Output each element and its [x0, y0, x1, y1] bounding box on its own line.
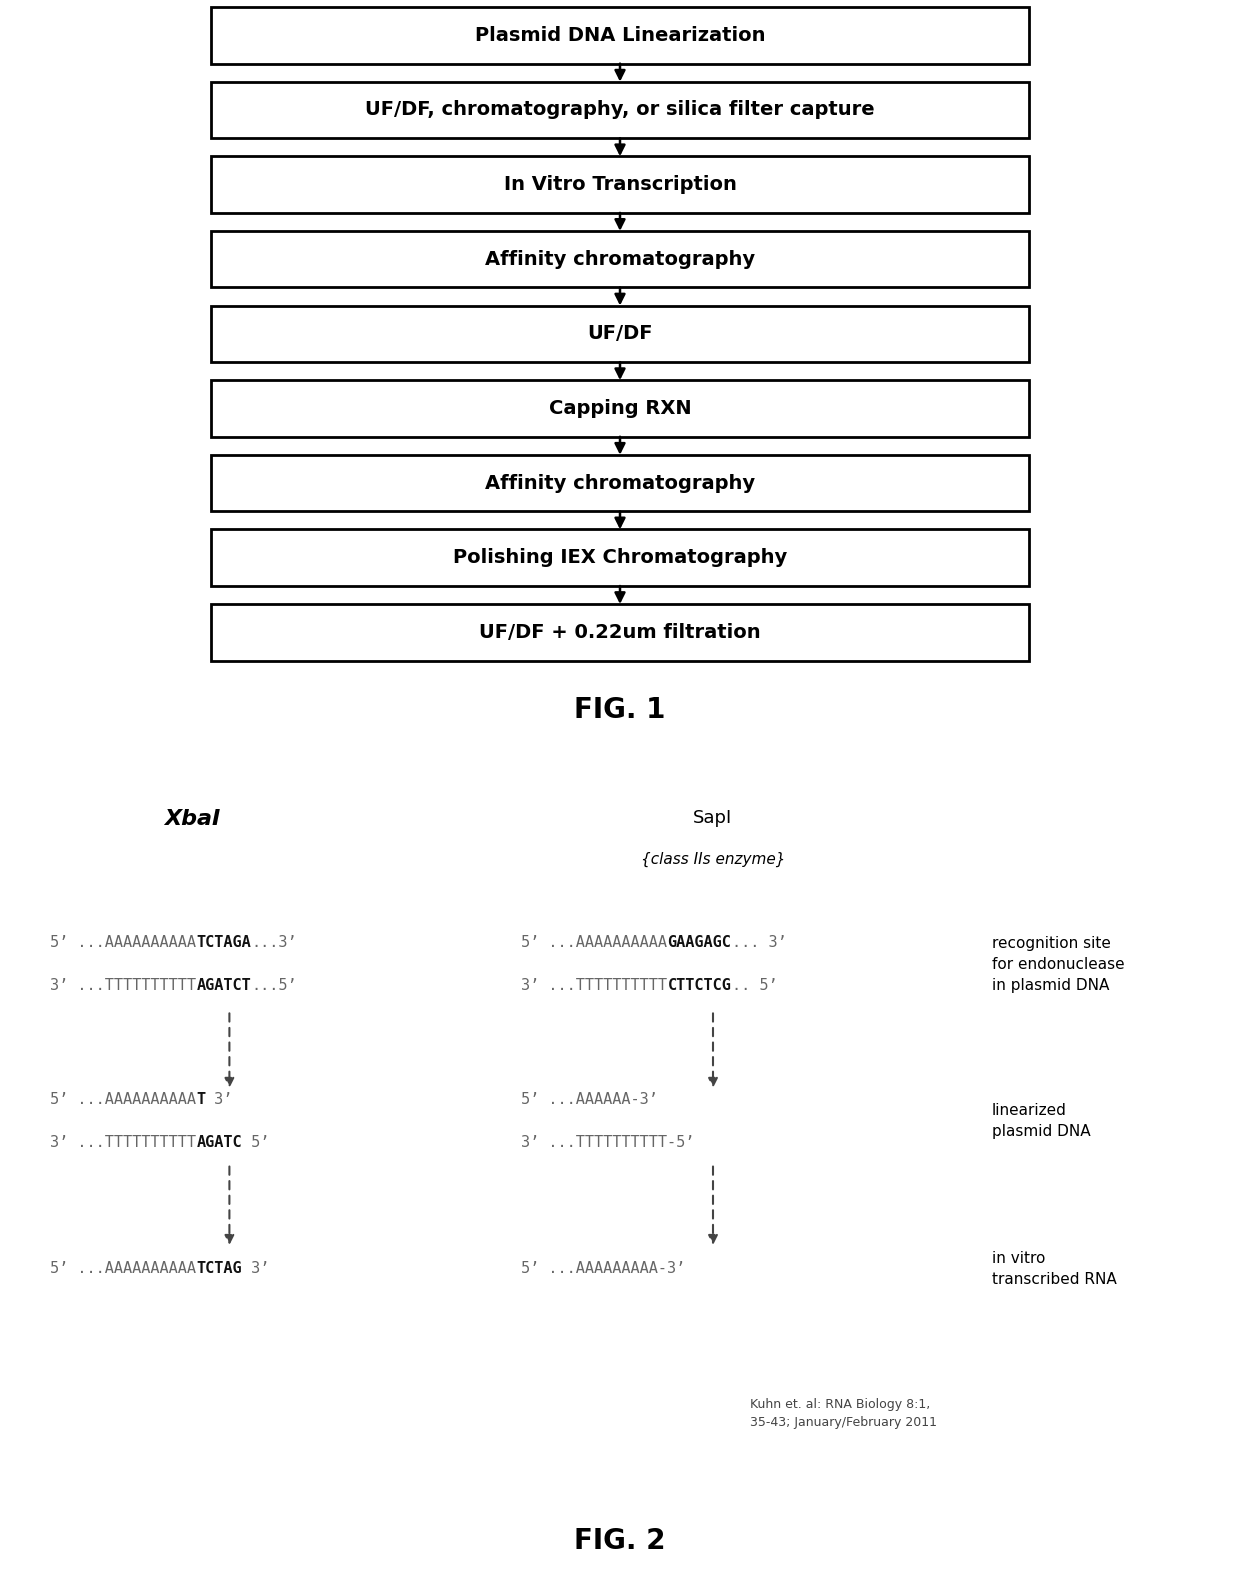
Text: FIG. 1: FIG. 1 — [574, 696, 666, 724]
Text: 5’ ...AAAAAAAAAA: 5’ ...AAAAAAAAAA — [521, 935, 667, 950]
Text: AGATCT: AGATCT — [196, 979, 250, 993]
Text: 5’ ...AAAAAAAAA-3’: 5’ ...AAAAAAAAA-3’ — [521, 1262, 684, 1276]
FancyBboxPatch shape — [211, 82, 1029, 138]
Text: .. 5’: .. 5’ — [732, 979, 777, 993]
Text: ... 3’: ... 3’ — [732, 935, 786, 950]
FancyBboxPatch shape — [211, 380, 1029, 437]
FancyBboxPatch shape — [211, 157, 1029, 214]
FancyBboxPatch shape — [211, 8, 1029, 64]
Text: GAAGAGC: GAAGAGC — [667, 935, 732, 950]
Text: ...5’: ...5’ — [252, 979, 296, 993]
Text: 5’ ...AAAAAAAAAA: 5’ ...AAAAAAAAAA — [50, 1262, 196, 1276]
Text: in vitro
transcribed RNA: in vitro transcribed RNA — [992, 1251, 1117, 1287]
Text: 5’ ...AAAAAAAAAA: 5’ ...AAAAAAAAAA — [50, 935, 196, 950]
Text: FIG. 2: FIG. 2 — [574, 1527, 666, 1555]
Text: 3’: 3’ — [242, 1262, 269, 1276]
FancyBboxPatch shape — [211, 529, 1029, 586]
Text: T: T — [196, 1092, 206, 1108]
Text: Affinity chromatography: Affinity chromatography — [485, 250, 755, 269]
FancyBboxPatch shape — [211, 306, 1029, 363]
Text: TCTAGA: TCTAGA — [196, 935, 250, 950]
Text: Affinity chromatography: Affinity chromatography — [485, 473, 755, 493]
Text: Capping RXN: Capping RXN — [548, 399, 692, 418]
Text: 5’ ...AAAAAAAAAA: 5’ ...AAAAAAAAAA — [50, 1092, 196, 1108]
Text: Polishing IEX Chromatography: Polishing IEX Chromatography — [453, 548, 787, 567]
Text: ...3’: ...3’ — [252, 935, 296, 950]
Text: TCTAG: TCTAG — [196, 1262, 242, 1276]
FancyBboxPatch shape — [211, 456, 1029, 512]
Text: CTTCTCG: CTTCTCG — [667, 979, 732, 993]
Text: 3’: 3’ — [206, 1092, 233, 1108]
Text: UF/DF + 0.22um filtration: UF/DF + 0.22um filtration — [479, 622, 761, 643]
Text: 3’ ...TTTTTTTTTT: 3’ ...TTTTTTTTTT — [521, 979, 667, 993]
Text: {class IIs enzyme}: {class IIs enzyme} — [641, 851, 785, 867]
FancyBboxPatch shape — [211, 231, 1029, 287]
Text: UF/DF, chromatography, or silica filter capture: UF/DF, chromatography, or silica filter … — [366, 101, 874, 119]
Text: 3’ ...TTTTTTTTTT: 3’ ...TTTTTTTTTT — [50, 1136, 196, 1150]
Text: XbaI: XbaI — [164, 809, 221, 829]
Text: 3’ ...TTTTTTTTTT-5’: 3’ ...TTTTTTTTTT-5’ — [521, 1136, 694, 1150]
FancyBboxPatch shape — [211, 605, 1029, 661]
Text: 3’ ...TTTTTTTTTT: 3’ ...TTTTTTTTTT — [50, 979, 196, 993]
Text: SapI: SapI — [693, 809, 733, 826]
Text: 5’: 5’ — [242, 1136, 269, 1150]
Text: Kuhn et. al: RNA Biology 8:1,
35-43; January/February 2011: Kuhn et. al: RNA Biology 8:1, 35-43; Jan… — [750, 1398, 937, 1430]
Text: Plasmid DNA Linearization: Plasmid DNA Linearization — [475, 25, 765, 46]
Text: linearized
plasmid DNA: linearized plasmid DNA — [992, 1103, 1091, 1139]
Text: In Vitro Transcription: In Vitro Transcription — [503, 174, 737, 195]
Text: recognition site
for endonuclease
in plasmid DNA: recognition site for endonuclease in pla… — [992, 936, 1125, 993]
Text: UF/DF: UF/DF — [588, 324, 652, 344]
Text: AGATC: AGATC — [196, 1136, 242, 1150]
Text: 5’ ...AAAAAA-3’: 5’ ...AAAAAA-3’ — [521, 1092, 657, 1108]
